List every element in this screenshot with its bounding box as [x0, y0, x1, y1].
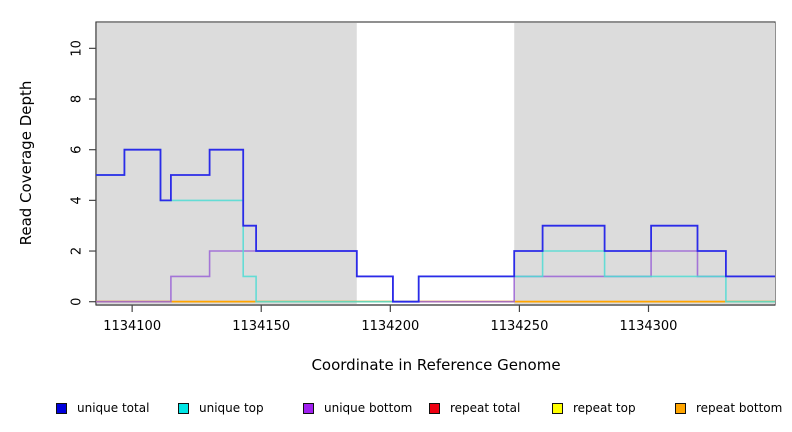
legend-swatch-unique-bottom	[303, 402, 314, 414]
legend-swatch-repeat-total	[429, 402, 440, 414]
legend-label: unique total	[77, 401, 150, 415]
series-line-unique-total	[96, 148, 775, 303]
plot-area: 0 2 4 6 8 10 1134100 1134150 1134200 1134250 11343…	[70, 21, 776, 334]
legend-label: repeat total	[450, 401, 521, 415]
chart-canvas: 0 2 4 6 8 10 1134100 1134150 1134200 1134250 11343…	[17, 21, 776, 374]
legend-item-unique-total: unique total	[56, 401, 149, 415]
shaded-region	[514, 22, 775, 305]
y-tick-label: 10	[70, 40, 85, 57]
y-tick-label: 6	[70, 146, 85, 154]
y-tick-label: 4	[70, 196, 85, 204]
legend-label: repeat top	[573, 401, 636, 415]
legend-label: unique bottom	[324, 401, 413, 415]
x-tick-label: 1134100	[103, 319, 161, 334]
x-tick-label: 1134250	[490, 319, 548, 334]
x-tick-label: 1134150	[232, 319, 290, 334]
legend-item-repeat-total: repeat total	[429, 401, 520, 415]
legend-swatch-repeat-bottom	[675, 402, 686, 414]
legend-swatch-unique-top	[178, 402, 189, 414]
legend-item-unique-bottom: unique bottom	[303, 401, 412, 415]
y-tick-label: 0	[70, 298, 85, 306]
legend-item-repeat-top: repeat top	[552, 401, 636, 415]
legend-item-unique-top: unique top	[178, 401, 264, 415]
legend-swatch-unique-total	[56, 402, 67, 414]
x-tick-label: 1134200	[361, 319, 419, 334]
legend-swatch-repeat-top	[552, 402, 563, 414]
legend: unique total unique top unique bottom repea…	[0, 401, 792, 421]
shaded-region	[96, 22, 357, 305]
legend-item-repeat-bottom: repeat bottom	[675, 401, 782, 415]
x-tick-label: 1134300	[620, 319, 678, 334]
x-axis-title: Coordinate in Reference Genome	[311, 356, 560, 374]
y-tick-label: 2	[70, 247, 85, 255]
y-tick-label: 8	[70, 95, 85, 103]
legend-label: unique top	[199, 401, 264, 415]
y-axis-title: Read Coverage Depth	[17, 81, 35, 246]
legend-label: repeat bottom	[696, 401, 783, 415]
